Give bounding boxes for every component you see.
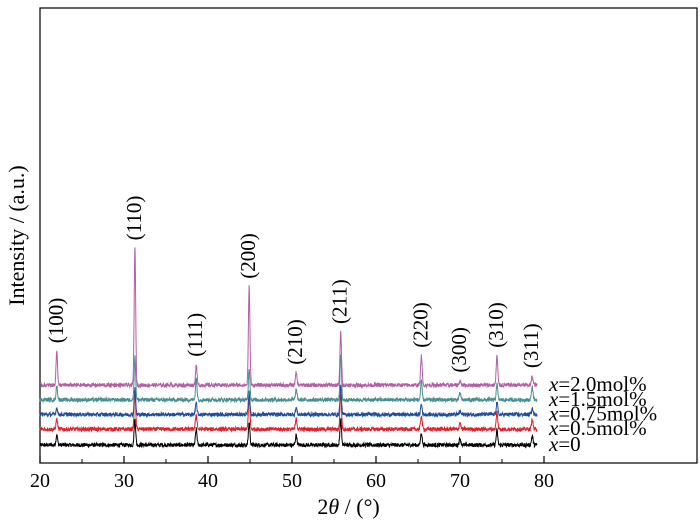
peak-label: (200)	[236, 233, 260, 279]
peak-label: (311)	[519, 323, 543, 368]
plot-frame	[39, 7, 698, 464]
series-label-0: x=0	[548, 432, 581, 456]
y-axis-title: Intensity / (a.u.)	[4, 165, 29, 306]
x-tick-label-70: 70	[450, 470, 470, 492]
x-axis-title: 2θ / (°)	[317, 494, 379, 519]
peak-label: (220)	[408, 302, 432, 348]
x-tick-label-60: 60	[366, 470, 386, 492]
series-label-1: x=0.5mol%	[548, 416, 647, 440]
peak-label: (310)	[484, 302, 508, 347]
peak-label: (211)	[328, 279, 352, 324]
x-tick-label-80: 80	[534, 470, 554, 492]
series-line-2	[39, 384, 538, 419]
series-label-2: x=0.75mol%	[548, 401, 657, 425]
peak-label: (110)	[122, 196, 146, 241]
series-line-3	[39, 354, 538, 404]
x-tick-label-50: 50	[282, 470, 302, 492]
peak-label: (210)	[283, 319, 307, 365]
series-line-4	[39, 247, 538, 390]
series-line-1	[39, 390, 538, 433]
series-label-4: x=2.0mol%	[548, 372, 647, 396]
peak-label: (111)	[183, 313, 207, 357]
x-tick-label-20: 20	[30, 470, 50, 492]
series-label-3: x=1.5mol%	[548, 387, 647, 411]
peak-label: (100)	[44, 298, 68, 344]
peak-label: (300)	[447, 327, 471, 373]
x-tick-label-30: 30	[114, 470, 134, 492]
x-tick-label-40: 40	[198, 470, 218, 492]
series-line-0	[39, 418, 538, 449]
